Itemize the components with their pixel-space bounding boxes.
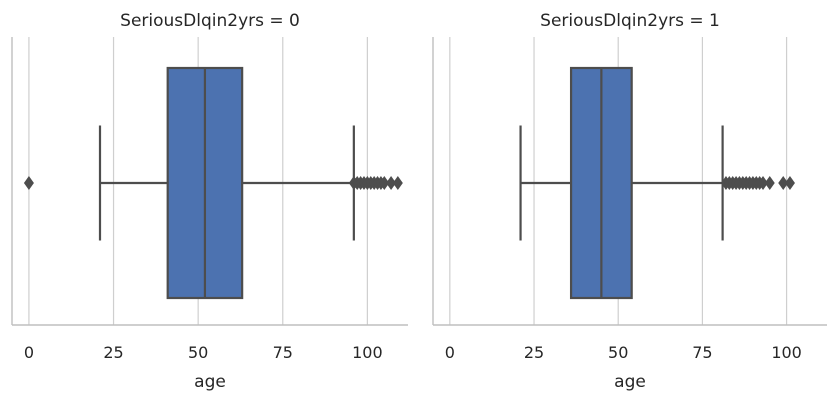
outlier-point (784, 176, 795, 190)
subplot-title: SeriousDlqin2yrs = 1 (540, 11, 720, 31)
x-tick-label: 25 (524, 343, 544, 362)
x-tick-label: 0 (445, 343, 455, 362)
x-tick-label: 75 (692, 343, 712, 362)
outlier-point (23, 176, 34, 190)
subplot-title: SeriousDlqin2yrs = 0 (120, 11, 300, 31)
outlier-point (758, 176, 769, 190)
outlier-point (379, 176, 390, 190)
x-tick-label: 0 (24, 343, 34, 362)
x-axis-label: age (194, 372, 226, 392)
x-tick-label: 75 (273, 343, 293, 362)
outlier-point (386, 176, 397, 190)
subplot-left: SeriousDlqin2yrs = 0 0 25 50 75 100 age (11, 11, 408, 392)
outlier-point (764, 176, 775, 190)
outlier-point (778, 176, 789, 190)
x-tick-label: 25 (103, 343, 123, 362)
outlier-point (392, 176, 403, 190)
x-tick-label: 100 (352, 343, 383, 362)
x-tick-label: 50 (188, 343, 208, 362)
x-tick-label: 100 (771, 343, 802, 362)
subplot-right: SeriousDlqin2yrs = 1 0 25 50 75 100 age (432, 11, 827, 392)
x-axis-label: age (614, 372, 646, 392)
x-tick-label: 50 (608, 343, 628, 362)
